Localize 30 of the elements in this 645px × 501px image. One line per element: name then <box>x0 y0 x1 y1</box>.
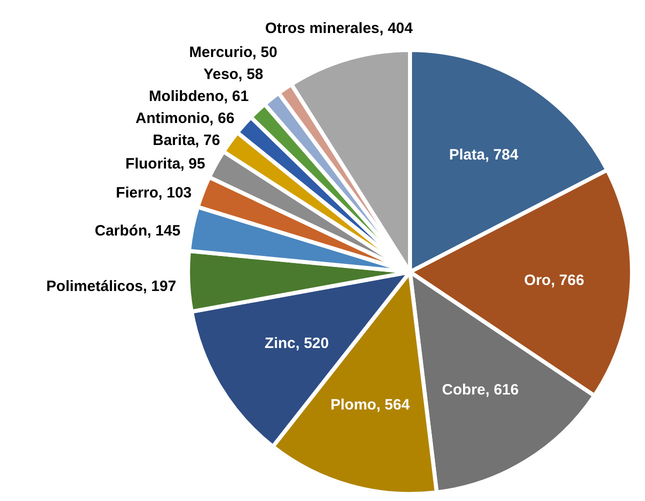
slice-label: Molibdeno <box>148 88 224 105</box>
slice-label: Carbón <box>94 222 148 240</box>
data-label: , 766 <box>550 272 584 289</box>
slice-label: Mercurio <box>189 44 253 61</box>
slice-label: Otros minerales <box>265 20 380 38</box>
data-label: , 76 <box>195 132 220 149</box>
data-label: , 197 <box>142 278 176 295</box>
slice-label: Barita <box>152 132 196 149</box>
data-label: , 50 <box>252 44 278 61</box>
slice-label: Fluorita <box>125 155 182 172</box>
data-label: , 145 <box>147 222 180 240</box>
slice-label: Cobre <box>442 381 486 398</box>
data-label: , 66 <box>209 110 234 127</box>
slice-label: Zinc <box>264 335 296 352</box>
slice-label: Antimonio <box>135 110 210 127</box>
slice-label: Plomo <box>330 396 376 414</box>
slice-label: Yeso <box>203 66 238 83</box>
data-label: , 103 <box>158 184 192 202</box>
data-label: , 404 <box>379 20 414 38</box>
data-label: , 520 <box>296 335 329 352</box>
slice-label: Plata <box>449 146 486 164</box>
data-label: , 616 <box>485 381 519 398</box>
slice-label: Polimetálicos <box>46 278 144 295</box>
slice-label: Oro <box>524 272 551 289</box>
data-label: , 564 <box>376 396 410 414</box>
data-label: , 61 <box>224 88 249 105</box>
data-label: , 58 <box>238 66 264 83</box>
data-label: , 784 <box>484 146 519 164</box>
slice-label: Fierro <box>116 184 158 202</box>
data-label: , 95 <box>180 155 206 172</box>
